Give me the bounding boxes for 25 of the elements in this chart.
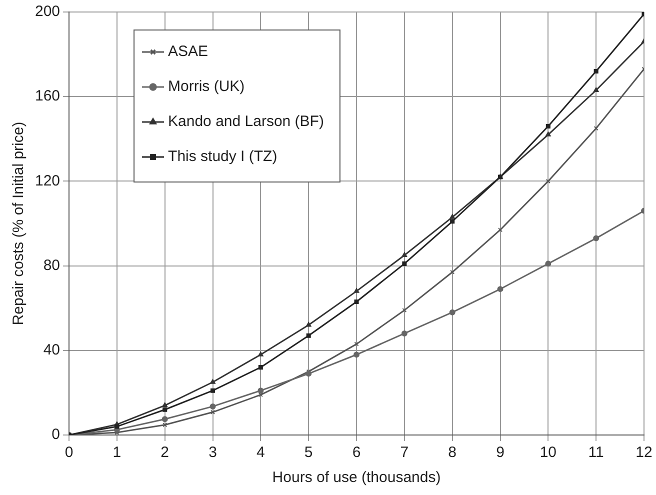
- y-tick-label: 40: [43, 342, 60, 359]
- x-tick-label: 7: [400, 444, 409, 462]
- x-tick-label: 0: [64, 444, 74, 462]
- x-tick-label: 3: [208, 444, 217, 462]
- x-tick-label: 9: [496, 444, 504, 462]
- x-tick-label: 4: [256, 444, 265, 462]
- y-tick-label: 200: [34, 3, 60, 20]
- x-tick-label: 8: [448, 444, 457, 462]
- x-tick-label: 2: [160, 444, 170, 462]
- x-tick-label: 10: [540, 444, 557, 462]
- x-axis-title: Hours of use (thousands): [272, 469, 441, 486]
- x-tick-label: 5: [304, 444, 313, 462]
- x-tick-label: 11: [588, 444, 604, 462]
- y-tick-label: 80: [43, 256, 60, 274]
- y-tick-label: 160: [34, 88, 60, 105]
- legend-label: ASAE: [168, 43, 208, 60]
- y-tick-label: 0: [52, 426, 60, 444]
- y-tick-label: 120: [34, 172, 60, 190]
- legend-label: Morris (UK): [168, 78, 245, 96]
- legend-label: This study I (TZ): [168, 148, 278, 166]
- x-tick-label: 12: [636, 444, 652, 462]
- legend-label: Kando and Larson (BF): [168, 113, 324, 130]
- x-tick-label: 1: [112, 444, 122, 462]
- x-tick-label: 6: [352, 444, 361, 462]
- y-axis-title: Repair costs (% of Initial price): [10, 122, 28, 326]
